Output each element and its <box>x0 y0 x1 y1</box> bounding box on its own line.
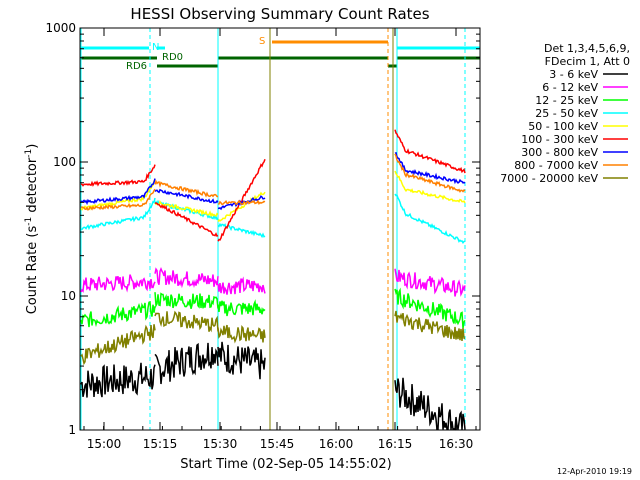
series-line-8 <box>80 324 156 366</box>
x-tick-label: 15:15 <box>143 437 178 451</box>
series-line-5 <box>80 164 156 187</box>
series-line-5 <box>217 158 266 242</box>
x-tick-label: 16:00 <box>319 437 354 451</box>
series-line-1 <box>394 268 466 297</box>
flag-label-n: N <box>152 42 159 53</box>
series-line-7 <box>217 199 266 206</box>
x-axis-label: Start Time (02-Sep-05 14:55:02) <box>180 457 391 472</box>
series-line-0 <box>154 342 219 385</box>
x-tick-label: 15:00 <box>87 437 122 451</box>
chart-title: HESSI Observing Summary Count Rates <box>130 5 429 23</box>
series-line-7 <box>154 179 219 198</box>
series-line-2 <box>217 299 266 317</box>
series-line-3 <box>394 193 466 244</box>
legend-header-line-1: Det 1,3,4,5,6,9, <box>544 42 630 55</box>
series-line-6 <box>394 151 466 185</box>
series-line-4 <box>217 191 266 223</box>
series-line-8 <box>394 310 466 342</box>
x-tick-label: 15:30 <box>203 437 238 451</box>
y-axis-label: Count Rate (s-1 detector-1) <box>24 144 40 315</box>
series-line-2 <box>154 292 219 310</box>
legend-entry-label: 12 - 25 keV <box>535 94 598 107</box>
series-line-8 <box>154 310 219 333</box>
series-line-6 <box>80 178 156 206</box>
axes: 1 10 100 1000 15:00 15:15 15:30 15:45 16:00 16:15… <box>45 21 480 451</box>
series-line-1 <box>80 274 156 293</box>
x-tick-label: 16:15 <box>378 437 413 451</box>
series-line-1 <box>154 266 219 289</box>
legend-entry-label: 7000 - 20000 keV <box>500 172 598 185</box>
series-line-6 <box>154 188 219 204</box>
series-line-0 <box>394 377 466 431</box>
series-line-7 <box>80 188 156 211</box>
legend-entry-label: 50 - 100 keV <box>528 120 598 133</box>
legend: Det 1,3,4,5,6,9, FDecim 1, Att 0 3 - 6 k… <box>500 42 630 185</box>
x-tick-label: 16:30 <box>439 437 474 451</box>
y-tick-label: 1 <box>68 423 76 437</box>
flag-label-rd0: RD0 <box>162 52 183 63</box>
series-line-5 <box>394 129 466 174</box>
series-line-3 <box>154 199 219 221</box>
y-tick-label: 1000 <box>45 21 76 35</box>
footer-timestamp: 12-Apr-2010 19:19 <box>557 467 632 476</box>
series-line-0 <box>80 362 156 398</box>
legend-entry-label: 800 - 7000 keV <box>514 159 598 172</box>
series-line-1 <box>217 276 266 295</box>
series-line-5 <box>154 202 219 238</box>
series-line-4 <box>394 170 466 204</box>
series-lines <box>80 129 466 431</box>
series-line-3 <box>80 197 156 231</box>
series-line-2 <box>394 287 466 329</box>
series-line-8 <box>217 324 266 344</box>
flag-label-s: S <box>259 36 265 47</box>
legend-entry-label: 6 - 12 keV <box>542 81 598 94</box>
y-tick-label: 100 <box>53 155 76 169</box>
series-line-2 <box>80 301 156 328</box>
series-line-7 <box>394 153 466 193</box>
legend-header-line-2: FDecim 1, Att 0 <box>545 55 630 68</box>
legend-entry-label: 25 - 50 keV <box>535 107 598 120</box>
y-tick-label: 10 <box>61 289 76 303</box>
series-line-0 <box>217 341 266 380</box>
series-line-4 <box>80 180 156 211</box>
legend-entry-label: 100 - 300 keV <box>521 133 598 146</box>
legend-entry-label: 3 - 6 keV <box>549 68 598 81</box>
series-line-4 <box>154 200 219 218</box>
legend-entry-label: 300 - 800 keV <box>521 146 598 159</box>
flag-label-rd6: RD6 <box>126 61 147 72</box>
x-tick-label: 15:45 <box>260 437 295 451</box>
